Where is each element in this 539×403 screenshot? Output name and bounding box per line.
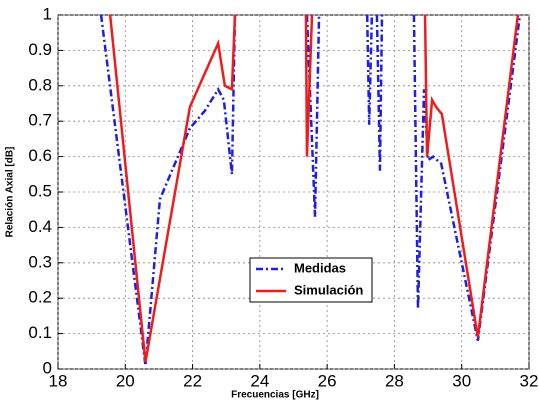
x-tick-label: 18 bbox=[49, 371, 68, 390]
x-tick-label: 30 bbox=[452, 371, 471, 390]
y-axis-label: Relación Axial [dB] bbox=[5, 147, 16, 238]
lines bbox=[99, 15, 522, 366]
legend-box bbox=[249, 257, 373, 303]
x-tick-label: 22 bbox=[183, 371, 202, 390]
series-line bbox=[365, 15, 374, 125]
y-tick-label: 0.3 bbox=[28, 252, 52, 271]
series-line bbox=[99, 15, 237, 366]
y-tick-label: 0.1 bbox=[28, 323, 52, 342]
series-line bbox=[412, 15, 522, 341]
y-tick-label: 0.5 bbox=[28, 181, 52, 200]
series-line bbox=[423, 15, 520, 338]
y-tick-label: 0.7 bbox=[28, 111, 52, 130]
y-tick-label: 0.6 bbox=[28, 146, 52, 165]
series-line bbox=[108, 15, 237, 363]
x-tick-label: 20 bbox=[116, 371, 135, 390]
series-line bbox=[375, 15, 384, 171]
x-axis-label: Frecuencias [GHz] bbox=[231, 390, 319, 401]
y-tick-label: 0.8 bbox=[28, 75, 52, 94]
x-tick-label: 24 bbox=[250, 371, 269, 390]
legend-label: Medidas bbox=[294, 260, 346, 275]
x-tick-label: 26 bbox=[318, 371, 337, 390]
x-tick-label: 32 bbox=[520, 371, 539, 390]
y-tick-label: 0.2 bbox=[28, 288, 52, 307]
y-tick-label: 0.4 bbox=[28, 217, 52, 236]
series-line bbox=[305, 15, 321, 217]
legend-label: Simulación bbox=[294, 282, 363, 297]
x-tick-label: 28 bbox=[385, 371, 404, 390]
y-tick-label: 1 bbox=[43, 4, 52, 23]
y-tick-label: 0 bbox=[43, 358, 52, 377]
series-line bbox=[304, 15, 314, 157]
y-tick-label: 0.9 bbox=[28, 40, 52, 59]
legend: Medidas Simulación bbox=[249, 257, 373, 303]
